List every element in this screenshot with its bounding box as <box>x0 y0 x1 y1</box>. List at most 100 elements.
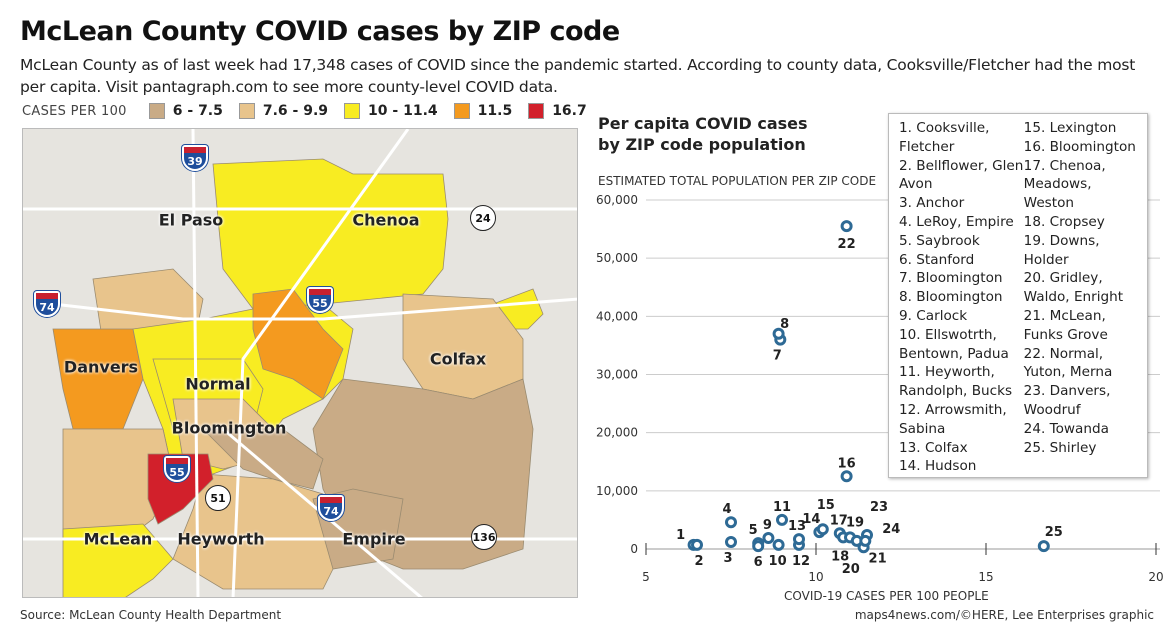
shield-number: 55 <box>312 296 328 310</box>
y-axis-label: ESTIMATED TOTAL POPULATION PER ZIP CODE <box>598 174 877 188</box>
key-item: 3. Anchor <box>899 195 965 212</box>
place-label: Danvers <box>63 357 139 377</box>
subtitle: McLean County as of last week had 17,348… <box>20 56 1136 96</box>
legend-item: 6 - 7.5 <box>148 103 223 119</box>
shield-number: 24 <box>475 211 491 225</box>
key-item: 16. Bloomington <box>1023 138 1136 155</box>
chart-title: Per capita COVID cases by ZIP code popul… <box>598 113 828 155</box>
y-tick-label: 60,000 <box>596 193 638 207</box>
interstate-shield-icon: 55 <box>307 287 333 313</box>
key-item: 20. Gridley, Waldo, Enright <box>1023 270 1124 306</box>
data-point-label: 7 <box>773 349 782 364</box>
data-point <box>752 540 765 553</box>
x-axis-label: COVID-19 CASES PER 100 PEOPLE <box>784 589 989 603</box>
zip-region <box>212 158 449 310</box>
y-tick-label: 40,000 <box>596 309 638 323</box>
zip-region <box>62 523 174 597</box>
legend-item: 10 - 11.4 <box>344 103 438 119</box>
data-point <box>859 534 872 547</box>
data-point-label: 25 <box>1045 525 1063 540</box>
data-point <box>772 538 785 551</box>
y-tick-label: 20,000 <box>596 426 638 440</box>
key-item: 13. Colfax <box>899 439 968 456</box>
data-point-label: 10 <box>769 554 787 569</box>
data-point <box>691 538 703 551</box>
data-point-label: 8 <box>780 317 789 332</box>
key-item: 9. Carlock <box>899 307 968 324</box>
data-point-label: 1 <box>676 528 685 543</box>
page-title: McLean County COVID cases by ZIP code <box>20 16 620 47</box>
place-label: Empire <box>342 529 406 549</box>
chart-title-text: Per capita COVID cases by ZIP code popul… <box>598 114 808 154</box>
legend-swatch <box>238 103 255 119</box>
legend-item-label: 10 - 11.4 <box>368 103 438 119</box>
key-item: 22. Normal, Yuton, Merna <box>1023 345 1113 381</box>
data-point-label: 6 <box>754 555 763 570</box>
map-regions <box>23 129 577 597</box>
data-point-label: 14 <box>802 512 820 527</box>
legend-item-label: 6 - 7.5 <box>172 103 223 119</box>
legend-swatch <box>344 103 361 119</box>
data-point-label: 22 <box>838 237 856 252</box>
place-label: Chenoa <box>352 210 420 230</box>
shield-number: 55 <box>169 465 185 479</box>
data-point-label: 4 <box>722 502 731 517</box>
key-item: 12. Arrowsmith, Sabina <box>899 401 1007 437</box>
shield-number: 51 <box>210 491 226 505</box>
key-item: 10. Ellswotrth, Bentown, Padua <box>899 326 1009 362</box>
zip-region <box>202 428 324 490</box>
y-tick-label: 50,000 <box>596 251 638 265</box>
x-tick-label: 5 <box>642 570 650 584</box>
place-label: Heyworth <box>177 529 265 549</box>
key-item: 6. Stanford <box>899 251 975 268</box>
data-point-label: 13 <box>788 519 806 534</box>
data-point <box>793 533 805 546</box>
place-label: Colfax <box>429 349 487 369</box>
data-point <box>1037 540 1050 553</box>
data-point <box>776 513 788 526</box>
data-point-label: 15 <box>817 498 835 513</box>
interstate-shield-icon: 74 <box>318 495 344 521</box>
legend-item: 7.6 - 9.9 <box>238 103 329 119</box>
data-point-label: 5 <box>749 523 758 538</box>
legend-item-label: 11.5 <box>477 103 513 119</box>
legend-item: 16.7 <box>528 103 587 119</box>
data-point-label: 9 <box>763 518 772 533</box>
data-point-label: 18 <box>831 549 849 564</box>
x-tick-label: 20 <box>1148 570 1163 584</box>
shield-number: 39 <box>187 154 203 168</box>
data-point-label: 19 <box>846 515 864 530</box>
x-tick-label: 15 <box>978 570 993 584</box>
data-point <box>762 531 775 544</box>
data-point-label: 21 <box>869 551 887 566</box>
key-item: 24. Towanda <box>1023 420 1109 437</box>
y-tick-label: 10,000 <box>596 484 638 498</box>
y-tick-label: 30,000 <box>596 368 638 382</box>
interstate-shield-icon: 55 <box>164 456 190 482</box>
key-item: 14. Hudson <box>899 458 977 475</box>
shield-number: 136 <box>472 530 496 544</box>
interstate-shield-icon: 39 <box>182 145 208 171</box>
data-point <box>772 327 785 340</box>
data-point-label: 20 <box>842 562 860 577</box>
data-point-label: 17 <box>830 513 848 528</box>
data-point-label: 3 <box>723 551 732 566</box>
key-item: 4. LeRoy, Empire <box>899 213 1014 230</box>
place-label: Bloomington <box>171 418 287 438</box>
data-point-label: 24 <box>882 522 900 537</box>
highway-line <box>52 297 577 321</box>
interstate-shield-icon: 74 <box>34 291 60 317</box>
key-item: 5. Saybrook <box>899 232 980 249</box>
legend-swatch <box>453 103 470 119</box>
data-point-label: 11 <box>773 500 791 515</box>
key-item: 25. Shirley <box>1023 439 1097 456</box>
legend-item: 11.5 <box>453 103 513 119</box>
data-point <box>816 523 829 536</box>
data-point-label: 12 <box>792 554 810 569</box>
legend-item-label: 7.6 - 9.9 <box>262 103 329 119</box>
legend-swatch <box>148 103 165 119</box>
legend-swatch <box>528 103 545 119</box>
source-note: Source: McLean County Health Department <box>20 608 282 622</box>
shield-number: 74 <box>323 504 339 518</box>
